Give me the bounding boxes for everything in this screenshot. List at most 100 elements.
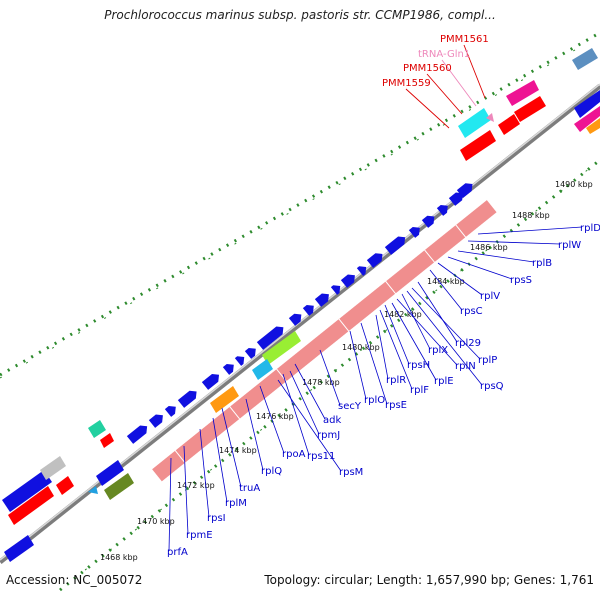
- gene-label[interactable]: rplB: [457, 250, 552, 269]
- gene-label[interactable]: rplE: [391, 302, 454, 387]
- map-title: Prochlorococcus marinus subsp. pastoris …: [104, 8, 496, 22]
- gene-arrow[interactable]: [448, 189, 466, 206]
- feature-green[interactable]: [262, 331, 301, 365]
- gene-arrow[interactable]: [456, 180, 476, 198]
- svg-text:rplO: rplO: [364, 395, 385, 406]
- svg-text:rpsE: rpsE: [385, 400, 407, 411]
- svg-text:truA: truA: [239, 483, 260, 494]
- gene-label[interactable]: adk: [294, 363, 341, 426]
- gene-label[interactable]: rplV: [437, 262, 500, 302]
- gene-arrow[interactable]: [148, 411, 166, 428]
- gene-arrow[interactable]: [256, 323, 287, 350]
- trna-label[interactable]: tRNA-Gln1: [418, 49, 477, 107]
- svg-text:tRNA-Gln1: tRNA-Gln1: [418, 49, 470, 60]
- svg-text:rplW: rplW: [558, 240, 581, 251]
- gene-label[interactable]: rplD: [477, 223, 600, 235]
- gene-label[interactable]: rpmJ: [289, 370, 340, 441]
- scale-label: 1480 kbp: [342, 343, 380, 352]
- svg-text:prfA: prfA: [167, 547, 188, 558]
- svg-text:rpsC: rpsC: [460, 306, 483, 317]
- scale-label: 1470 kbp: [137, 517, 175, 526]
- gene-arrow[interactable]: [421, 213, 438, 228]
- gene-arrow[interactable]: [340, 271, 358, 288]
- svg-text:rpl29: rpl29: [455, 338, 481, 349]
- selected-gene-label[interactable]: PMM1560: [403, 63, 463, 115]
- gene-label[interactable]: rpsM: [277, 379, 363, 478]
- scale-label: 1468 kbp: [100, 553, 138, 562]
- gene-label[interactable]: rpsC: [429, 269, 483, 317]
- svg-text:rplP: rplP: [478, 355, 497, 366]
- backbone: [0, 83, 600, 564]
- gene-arrow[interactable]: [330, 282, 344, 295]
- summary-text: Topology: circular; Length: 1,657,990 bp…: [264, 573, 594, 587]
- gene-arrow[interactable]: [244, 345, 259, 359]
- gene-arrow[interactable]: [314, 290, 332, 307]
- gene-arrow[interactable]: [408, 224, 423, 238]
- gene-arrow[interactable]: [126, 422, 150, 444]
- gene-label[interactable]: rplN: [396, 298, 476, 372]
- gene-arrow[interactable]: [201, 371, 222, 390]
- scale-label: 1478 kbp: [302, 378, 340, 387]
- gene-label[interactable]: rplQ: [245, 398, 282, 477]
- gene-label[interactable]: rplF: [379, 309, 429, 396]
- gene-label[interactable]: prfA: [167, 457, 188, 558]
- accession-text: Accession: NC_005072: [6, 573, 143, 587]
- gene-label[interactable]: rps11: [282, 373, 335, 462]
- svg-text:rpsI: rpsI: [207, 513, 226, 524]
- svg-text:rplQ: rplQ: [261, 466, 282, 477]
- gene-arrow[interactable]: [356, 263, 370, 276]
- selected-gene-label[interactable]: PMM1561: [440, 34, 489, 99]
- gene-label[interactable]: rplP: [411, 287, 497, 366]
- gene-arrow[interactable]: [366, 250, 386, 268]
- svg-text:PMM1559: PMM1559: [382, 78, 431, 89]
- svg-text:rplF: rplF: [410, 385, 429, 396]
- gene-arrow[interactable]: [164, 403, 179, 417]
- gene-label[interactable]: rpsS: [447, 256, 532, 286]
- gene-label[interactable]: rpoA: [259, 385, 306, 460]
- gene-label[interactable]: rplM: [212, 417, 247, 509]
- svg-text:rpsQ: rpsQ: [480, 381, 504, 392]
- gene-label[interactable]: secY: [319, 349, 362, 412]
- gene-arrow[interactable]: [222, 361, 237, 375]
- gene-arrow[interactable]: [288, 311, 305, 326]
- scale-label: 1482 kbp: [384, 310, 422, 319]
- forward-strand-genes[interactable]: [126, 180, 476, 444]
- svg-text:rpsM: rpsM: [339, 467, 363, 478]
- gene-label[interactable]: rpsE: [360, 322, 407, 411]
- gene-label[interactable]: rplO: [349, 330, 385, 406]
- gene-label[interactable]: truA: [221, 407, 260, 494]
- scale-labels: 1468 kbp 1470 kbp 1472 kbp 1474 kbp 1476 kbp…: [100, 180, 593, 562]
- svg-text:rpmE: rpmE: [186, 530, 213, 541]
- svg-text:rplX: rplX: [428, 345, 448, 356]
- gene-arrow[interactable]: [234, 353, 248, 366]
- features-left[interactable]: [2, 420, 134, 562]
- svg-text:rplM: rplM: [225, 498, 247, 509]
- feature-orange[interactable]: [210, 386, 239, 413]
- gene-label[interactable]: rplR: [375, 314, 406, 386]
- gene-arrow[interactable]: [384, 233, 408, 255]
- selected-gene-label[interactable]: PMM1559: [382, 78, 450, 129]
- gene-arrow[interactable]: [177, 388, 200, 408]
- features-right[interactable]: [458, 48, 600, 161]
- svg-text:rpsS: rpsS: [510, 275, 532, 286]
- gene-label[interactable]: rpmE: [183, 445, 213, 541]
- gene-label[interactable]: rpsI: [199, 428, 226, 524]
- scale-label: 1474 kbp: [219, 446, 257, 455]
- svg-text:rplV: rplV: [480, 291, 500, 302]
- svg-text:rplB: rplB: [532, 258, 552, 269]
- tick-ring-outer: [0, 33, 597, 379]
- gene-label[interactable]: rpsQ: [406, 290, 504, 392]
- svg-text:PMM1561: PMM1561: [440, 34, 489, 45]
- feature-cyan[interactable]: [252, 359, 273, 380]
- gene-arrow[interactable]: [302, 302, 317, 316]
- gene-label[interactable]: rpl29: [417, 281, 481, 349]
- gene-arrow[interactable]: [436, 202, 451, 216]
- gene-label[interactable]: rplX: [401, 293, 448, 356]
- svg-text:rplR: rplR: [386, 375, 406, 386]
- selected-feature-labels[interactable]: PMM1561 tRNA-Gln1 PMM1560 PMM1559: [382, 34, 489, 129]
- gene-label[interactable]: rplW: [467, 240, 581, 251]
- gene-label[interactable]: rpsH: [384, 304, 430, 371]
